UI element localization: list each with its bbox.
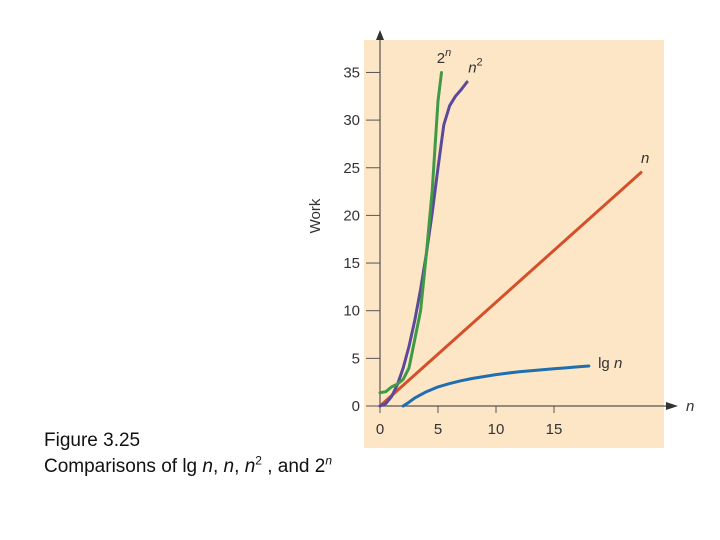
y-tick-label: 0 bbox=[352, 398, 360, 415]
figure-caption: Figure 3.25 Comparisons of lg n, n, n2 ,… bbox=[44, 428, 332, 480]
caption-sep1: , bbox=[212, 456, 224, 477]
y-axis-arrow bbox=[376, 30, 384, 40]
caption-n4: n bbox=[325, 453, 333, 468]
caption-line-2: Comparisons of lg n, n, n2 , and 2n bbox=[44, 454, 332, 480]
series-label-0: 2n bbox=[437, 47, 451, 67]
x-axis-label: n bbox=[686, 398, 694, 415]
series-layer bbox=[378, 71, 643, 408]
caption-prefix: Comparisons of lg bbox=[44, 456, 203, 477]
caption-sep2: , bbox=[234, 456, 245, 477]
series-line-1 bbox=[378, 171, 643, 408]
x-axis-arrow bbox=[666, 402, 678, 410]
y-tick-label: 30 bbox=[343, 112, 360, 129]
x-tick-label: 5 bbox=[434, 421, 442, 438]
series-line-3 bbox=[378, 71, 443, 395]
y-tick-label: 35 bbox=[343, 64, 360, 81]
caption-sep3: , and 2 bbox=[261, 456, 326, 477]
caption-n2: n bbox=[223, 456, 235, 477]
chart-panel: 0 5 10 15 20 25 30 35 0 5 10 15 Work n 2n n2 n lg n bbox=[300, 28, 700, 453]
y-axis-label: Work bbox=[307, 198, 324, 233]
series-label-2: n bbox=[641, 150, 649, 167]
y-tick-label: 15 bbox=[343, 255, 360, 272]
caption-exp2: 2 bbox=[255, 453, 262, 468]
y-tick-label: 5 bbox=[352, 350, 360, 367]
chart-svg: 0 5 10 15 20 25 30 35 0 5 10 15 Work n 2n n2 n lg n bbox=[307, 30, 694, 448]
series-label-3: lg n bbox=[598, 355, 622, 372]
y-tick-label: 25 bbox=[343, 160, 360, 177]
caption-n3: n bbox=[244, 456, 256, 477]
y-tick-label: 10 bbox=[343, 303, 360, 320]
x-tick-label: 0 bbox=[376, 421, 384, 438]
caption-line-1: Figure 3.25 bbox=[44, 430, 141, 451]
y-tick-label: 20 bbox=[343, 207, 360, 224]
series-line-0 bbox=[401, 364, 591, 408]
plot-background bbox=[364, 40, 664, 448]
labels-layer: 2n n2 n lg n bbox=[437, 47, 650, 372]
x-tick-label: 10 bbox=[488, 421, 505, 438]
x-tick-label: 15 bbox=[546, 421, 563, 438]
series-label-1: n2 bbox=[468, 57, 482, 77]
caption-n1: n bbox=[202, 456, 213, 477]
